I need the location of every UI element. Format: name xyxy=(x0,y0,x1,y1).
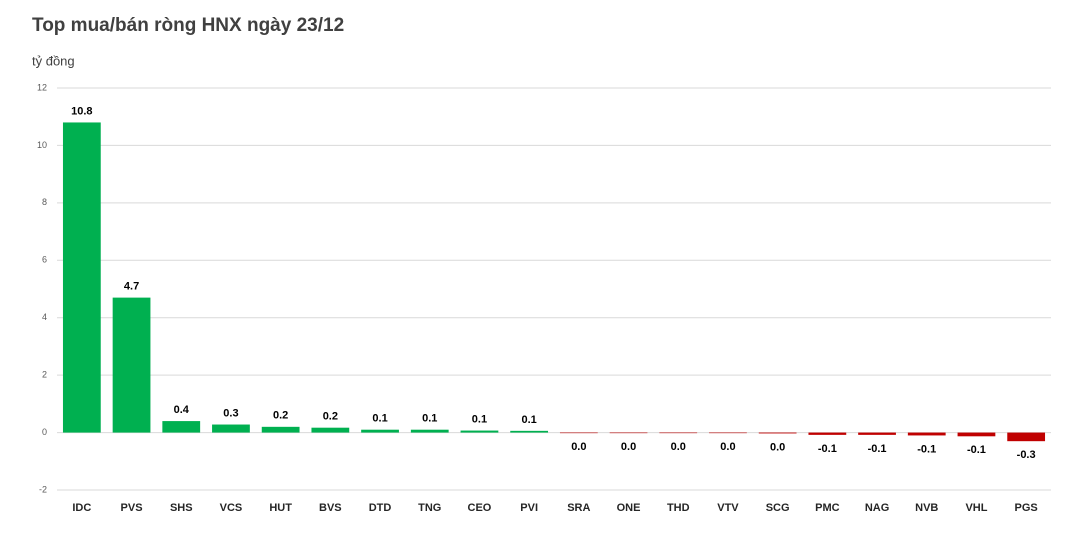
value-label: 0.0 xyxy=(671,441,686,453)
value-label: 0.1 xyxy=(472,413,487,425)
value-label: 0.4 xyxy=(174,404,190,416)
bar xyxy=(162,421,201,433)
bar xyxy=(361,429,399,433)
y-tick-label: 8 xyxy=(42,197,47,207)
bar xyxy=(410,429,449,433)
value-label: 0.0 xyxy=(770,441,785,453)
x-tick-label: HUT xyxy=(269,502,292,514)
x-tick-label: PVS xyxy=(121,502,143,514)
y-tick-label: 12 xyxy=(37,82,47,92)
x-tick-label: NAG xyxy=(865,502,889,514)
y-tick-label: 2 xyxy=(42,370,47,380)
value-label: 0.2 xyxy=(323,411,338,423)
bar xyxy=(957,432,996,437)
y-tick-label: 6 xyxy=(42,255,47,265)
x-tick-label: BVS xyxy=(319,502,342,514)
x-tick-label: NVB xyxy=(915,502,938,514)
bar xyxy=(112,297,151,433)
y-axis-label: tỷ đồng xyxy=(32,53,75,68)
bar xyxy=(510,430,549,433)
bar xyxy=(460,430,499,433)
x-tick-label: DTD xyxy=(369,502,392,514)
value-label: 0.0 xyxy=(571,441,586,453)
bar xyxy=(858,432,896,435)
x-tick-label: VHL xyxy=(965,502,987,514)
x-tick-label: TNG xyxy=(418,502,441,514)
x-tick-label: SHS xyxy=(170,502,193,514)
value-label: -0.1 xyxy=(967,444,986,456)
value-label: 10.8 xyxy=(71,105,92,117)
value-label: 4.7 xyxy=(124,281,139,293)
bar xyxy=(709,432,747,434)
x-tick-label: PMC xyxy=(815,502,840,514)
y-tick-label: 4 xyxy=(42,312,47,322)
x-tick-label: THD xyxy=(667,502,690,514)
bar xyxy=(609,432,648,434)
x-tick-label: PGS xyxy=(1015,502,1038,514)
x-tick-label: IDC xyxy=(72,502,91,514)
bar xyxy=(559,432,598,434)
bar xyxy=(907,432,946,436)
value-label: 0.3 xyxy=(223,407,238,419)
value-label: 0.0 xyxy=(720,441,735,453)
value-label: 0.0 xyxy=(621,441,636,453)
bar xyxy=(1007,432,1046,442)
bar xyxy=(311,427,350,433)
bar xyxy=(212,424,250,433)
bar xyxy=(808,432,847,435)
x-tick-label: SRA xyxy=(567,502,590,514)
value-label: -0.1 xyxy=(818,443,837,455)
x-tick-label: CEO xyxy=(468,502,492,514)
y-tick-label: 10 xyxy=(37,140,47,150)
x-tick-label: SCG xyxy=(766,502,790,514)
value-label: 0.1 xyxy=(422,413,437,425)
value-label: -0.1 xyxy=(917,443,936,455)
value-label: -0.1 xyxy=(868,443,887,455)
bar xyxy=(261,426,300,433)
bar xyxy=(62,122,101,433)
value-label: -0.3 xyxy=(1017,449,1036,461)
value-label: 0.2 xyxy=(273,410,288,422)
bar xyxy=(758,432,797,434)
y-tick-label: -2 xyxy=(39,484,47,494)
value-label: 0.1 xyxy=(372,413,387,425)
x-tick-label: PVI xyxy=(520,502,538,514)
chart-title: Top mua/bán ròng HNX ngày 23/12 xyxy=(32,15,344,36)
bar xyxy=(659,432,698,434)
x-tick-label: VTV xyxy=(717,502,739,514)
value-label: 0.1 xyxy=(522,414,537,426)
x-tick-label: VCS xyxy=(220,502,243,514)
x-tick-label: ONE xyxy=(617,502,641,514)
y-tick-label: 0 xyxy=(42,427,47,437)
